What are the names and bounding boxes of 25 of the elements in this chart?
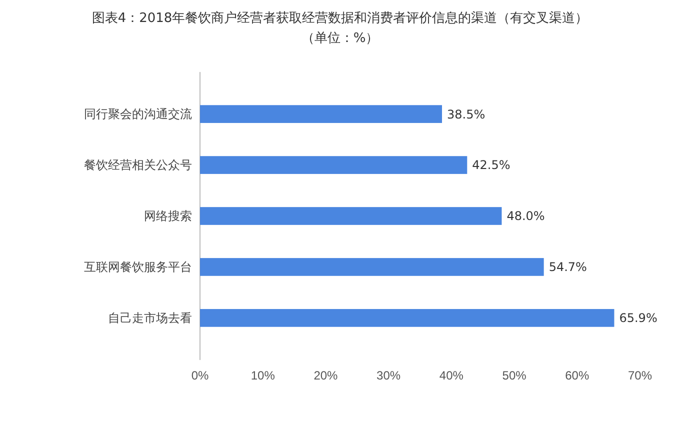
x-tick-label: 50% bbox=[502, 368, 527, 383]
x-tick-label: 70% bbox=[628, 368, 652, 383]
x-tick-label: 30% bbox=[376, 368, 401, 383]
x-tick-label: 10% bbox=[250, 368, 276, 383]
y-tick-label: 同行聚会的沟通交流 bbox=[84, 106, 192, 121]
data-label: 38.5% bbox=[447, 107, 486, 122]
y-tick-label: 自己走市场去看 bbox=[108, 310, 192, 325]
x-tick-label: 0% bbox=[191, 368, 209, 383]
chart-subtitle: （单位：%） bbox=[301, 31, 379, 46]
bar bbox=[200, 258, 544, 276]
x-tick-label: 40% bbox=[439, 368, 464, 383]
data-label: 54.7% bbox=[548, 260, 587, 274]
data-label: 48.0% bbox=[506, 209, 545, 224]
bar bbox=[200, 309, 614, 327]
data-label: 65.9% bbox=[619, 311, 658, 326]
y-tick-label: 网络搜索 bbox=[144, 208, 192, 223]
x-tick-label: 20% bbox=[314, 368, 338, 383]
bar bbox=[200, 156, 468, 174]
y-tick-label: 互联网餐饮服务平台 bbox=[84, 260, 192, 274]
chart-title: 图表4：2018年餐饮商户经营者获取经营数据和消费者评价信息的渠道（有交叉渠道） bbox=[92, 10, 588, 26]
bar bbox=[200, 105, 442, 123]
x-tick-label: 60% bbox=[565, 368, 590, 383]
y-tick-label: 餐饮经营相关公众号 bbox=[84, 158, 192, 172]
bar bbox=[200, 207, 502, 225]
data-label: 42.5% bbox=[472, 158, 510, 172]
